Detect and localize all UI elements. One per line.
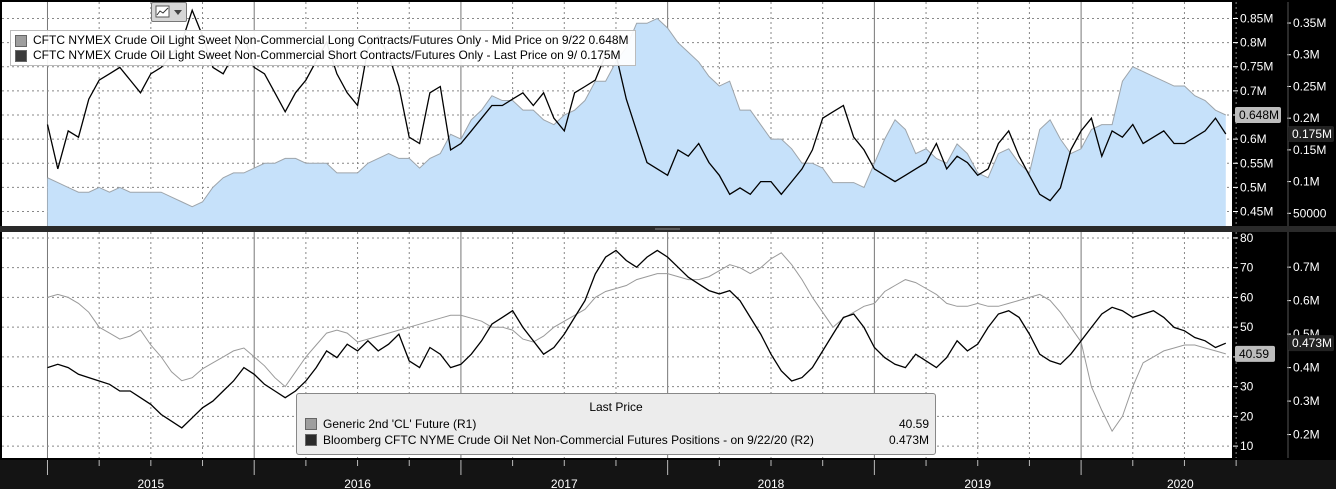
axis-tick-label-r1: 60 [1240,290,1254,304]
last-value-long: 0.648M [1239,108,1279,122]
axis-tick-label-left-top: 0.6M [1240,132,1267,146]
axis-tick-label-left-top: 0.8M [1240,36,1267,50]
axis-tick-label-r1: 70 [1240,261,1254,275]
axis-tick-label-left-top: 0.7M [1240,84,1267,98]
last-value-net-box [1288,335,1334,352]
legend-row-long: CFTC NYMEX Crude Oil Light Sweet Non-Com… [15,33,629,48]
x-axis-label-2018: 2018 [758,477,785,489]
axis-tick-label-left-top: 0.85M [1240,11,1273,25]
axis-tick-label-r1: 50 [1240,320,1254,334]
axis-tick-label-right-top: 0.3M [1293,48,1320,62]
legend-label-cl: Generic 2nd 'CL' Future (R1) [323,417,477,431]
axis-tick-label-right-top: 0.1M [1293,175,1320,189]
axis-tick-label-left-top: 0.75M [1240,60,1273,74]
legend-swatch-cl [305,418,317,430]
line-chart-icon[interactable] [151,2,187,22]
legend-row-net: Bloomberg CFTC NYME Crude Oil Net Non-Co… [297,432,935,448]
series-line-long [47,17,1227,208]
top-legend: CFTC NYMEX Crude Oil Light Sweet Non-Com… [10,30,636,66]
legend-value-net: 0.473M [888,433,929,447]
axis-tick-label-r2: 0.2M [1293,428,1320,442]
last-value-net: 0.473M [1292,336,1332,350]
line-chart-icon-glyph [155,5,182,18]
last-value-long-box [1235,107,1281,123]
axis-tick-label-r2: 0.7M [1293,260,1320,274]
axis-tick-label-left-top: 0.45M [1240,205,1273,219]
last-value-short-box [1288,126,1334,143]
series-line-cl [47,252,1226,433]
legend-value-cl: 40.59 [898,417,929,431]
last-value-cl: 40.59 [1239,347,1269,361]
x-axis-label-2016: 2016 [344,477,371,489]
axis-tick-label-r2: 0.6M [1293,294,1320,308]
axis-tick-label-r1: 20 [1240,409,1254,423]
x-axis-label-2020: 2020 [1167,477,1194,489]
legend-swatch-long [15,34,27,47]
axis-tick-label-right-top: 0.35M [1293,16,1326,30]
axis-tick-label-left-top: 0.5M [1240,180,1267,194]
axis-tick-label-r2: 0.4M [1293,361,1320,375]
axis-tick-label-right-top: 0.15M [1293,143,1326,157]
legend-swatch-net [305,434,317,446]
axis-tick-label-r2: 0.3M [1293,394,1320,408]
legend-label-long: CFTC NYMEX Crude Oil Light Sweet Non-Com… [33,33,629,47]
bottom-legend: Last Price Generic 2nd 'CL' Future (R1) … [296,393,936,455]
legend-header: Last Price [589,400,643,414]
series-line-net [47,249,1227,429]
axis-tick-label-r1: 10 [1240,439,1254,453]
legend-row-cl: Generic 2nd 'CL' Future (R1) 40.59 [297,416,935,432]
x-axis-label-2015: 2015 [137,477,164,489]
axis-tick-label-left-top: 0.55M [1240,156,1273,170]
axis-tick-label-right-top: 0.2M [1293,111,1320,125]
x-axis-label-2019: 2019 [964,477,991,489]
last-value-cl-box [1235,345,1275,362]
legend-label-short: CFTC NYMEX Crude Oil Light Sweet Non-Com… [33,48,621,62]
series-area-long [47,18,1226,226]
axis-tick-label-r1: 80 [1240,231,1254,245]
axis-tick-label-r1: 30 [1240,380,1254,394]
legend-row-short: CFTC NYMEX Crude Oil Light Sweet Non-Com… [15,48,629,63]
last-value-short: 0.175M [1292,127,1332,141]
legend-swatch-short [15,49,27,62]
legend-label-net: Bloomberg CFTC NYME Crude Oil Net Non-Co… [323,433,814,447]
x-axis-label-2017: 2017 [551,477,578,489]
axis-tick-label-right-top: 0.25M [1293,79,1326,93]
axis-tick-label-right-top: 50000 [1293,206,1327,220]
